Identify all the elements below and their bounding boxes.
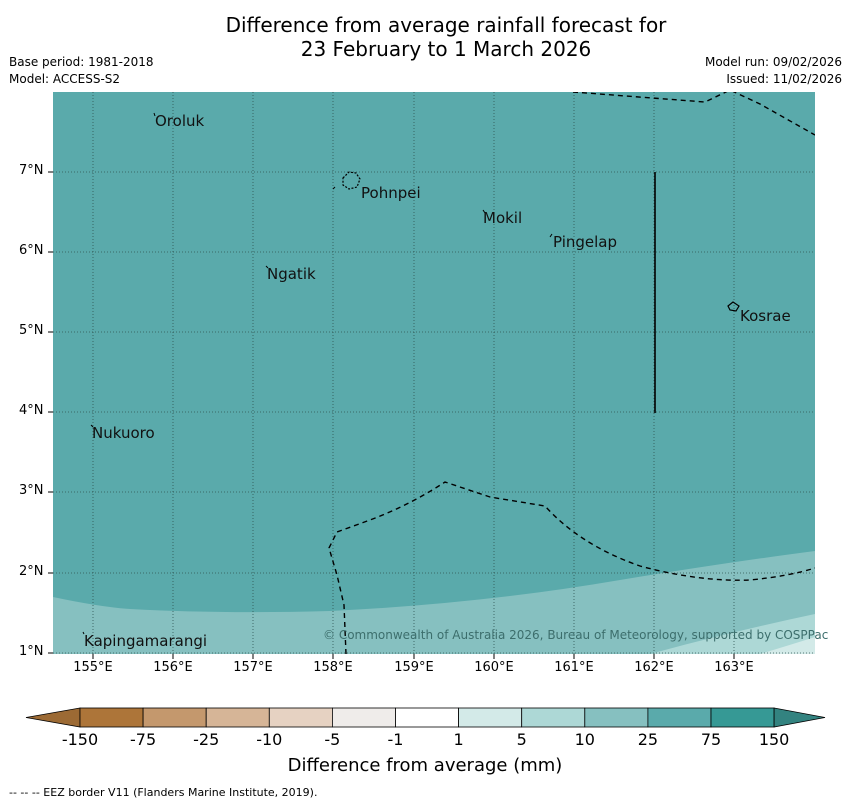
latitude-label: 5°N xyxy=(19,323,44,338)
atoll-markers xyxy=(82,112,553,635)
colorbar-label: -10 xyxy=(256,730,283,749)
colorbar-extend-low xyxy=(25,707,81,728)
colorbar-segment xyxy=(584,707,649,728)
longitude-label: 161°E xyxy=(554,660,594,675)
rainfall-band-lower xyxy=(53,551,815,654)
eez-border-south xyxy=(328,481,815,654)
colorbar-label: 75 xyxy=(700,730,722,749)
colorbar-segment xyxy=(331,707,396,728)
place-label-kapingamarangi: Kapingamarangi xyxy=(84,632,208,650)
kosrae-island xyxy=(727,301,740,312)
colorbar-segment xyxy=(647,707,712,728)
place-label-nukuoro: Nukuoro xyxy=(92,424,155,442)
place-label-pingelap: Pingelap xyxy=(553,233,618,251)
longitude-label: 159°E xyxy=(394,660,434,675)
issued-date: Issued: 11/02/2026 xyxy=(726,72,842,86)
colorbar-segment xyxy=(268,707,333,728)
colorbar-label: -25 xyxy=(193,730,220,749)
base-period: Base period: 1981-2018 xyxy=(9,55,154,69)
colorbar-label: -1 xyxy=(387,730,404,749)
longitude-label: 163°E xyxy=(714,660,754,675)
longitude-label: 155°E xyxy=(73,660,113,675)
meta-right: Model run: 09/02/2026 Issued: 11/02/2026 xyxy=(705,54,842,88)
longitude-label: 158°E xyxy=(313,660,353,675)
colorbar-label: 1 xyxy=(453,730,464,749)
colorbar-label: 25 xyxy=(637,730,659,749)
pohnpei-island xyxy=(342,171,361,190)
title-line-1: Difference from average rainfall forecas… xyxy=(225,13,667,37)
meta-left: Base period: 1981-2018 Model: ACCESS-S2 xyxy=(9,54,154,88)
colorbar-label: 10 xyxy=(574,730,595,749)
chart-title: Difference from average rainfall forecas… xyxy=(0,13,850,61)
graticule xyxy=(53,92,815,654)
longitude-label: 160°E xyxy=(474,660,514,675)
colorbar-segment xyxy=(79,707,144,728)
latitude-label: 3°N xyxy=(19,483,44,498)
latitude-label: 1°N xyxy=(19,644,44,659)
model-name: Model: ACCESS-S2 xyxy=(9,72,121,86)
colorbar-extend-high xyxy=(773,707,826,728)
map-background xyxy=(53,92,815,654)
place-label-ngatik: Ngatik xyxy=(267,265,316,283)
colorbar-segment xyxy=(710,707,775,728)
latitude-label: 2°N xyxy=(19,564,44,579)
model-run: Model run: 09/02/2026 xyxy=(704,55,842,69)
colorbar-label: -5 xyxy=(324,730,341,749)
longitude-label: 156°E xyxy=(153,660,193,675)
rainfall-band-lowest xyxy=(650,614,815,654)
place-label-oroluk: Oroluk xyxy=(155,112,205,130)
colorbar xyxy=(25,707,826,728)
colorbar-label: -150 xyxy=(61,730,99,749)
footer-note: -- -- -- EEZ border V11 (Flanders Marine… xyxy=(9,786,318,799)
latitude-label: 7°N xyxy=(19,163,44,178)
place-label-pohnpei: Pohnpei xyxy=(361,184,421,202)
longitude-label: 162°E xyxy=(634,660,674,675)
latitude-label: 6°N xyxy=(19,243,44,258)
colorbar-segment xyxy=(458,707,523,728)
colorbar-label: 150 xyxy=(758,730,790,749)
rainfall-band-corner xyxy=(760,637,815,654)
colorbar-label: -75 xyxy=(130,730,157,749)
latitude-label: 4°N xyxy=(19,403,44,418)
longitude-label: 157°E xyxy=(233,660,273,675)
colorbar-segment xyxy=(395,707,459,728)
place-label-mokil: Mokil xyxy=(483,209,523,227)
place-label-kosrae: Kosrae xyxy=(740,307,791,325)
colorbar-title: Difference from average (mm) xyxy=(287,755,563,776)
colorbar-label: 5 xyxy=(516,730,527,749)
axis-ticks xyxy=(48,171,735,659)
title-line-2: 23 February to 1 March 2026 xyxy=(300,37,592,61)
colorbar-segment xyxy=(521,707,586,728)
colorbar-segment xyxy=(205,707,270,728)
colorbar-segment xyxy=(142,707,207,728)
copyright-notice: © Commonwealth of Australia 2026, Bureau… xyxy=(323,628,829,642)
map-area xyxy=(53,92,815,654)
